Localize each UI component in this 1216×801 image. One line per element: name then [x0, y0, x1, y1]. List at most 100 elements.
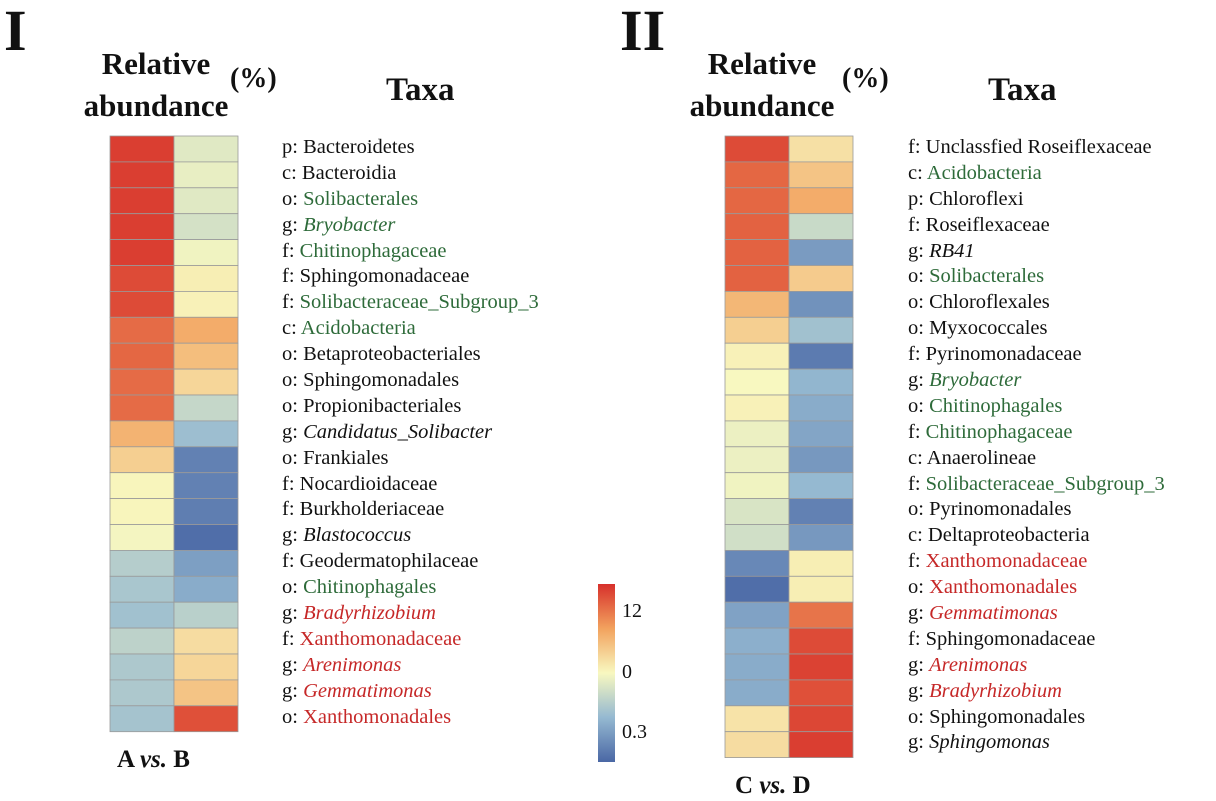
heat-cell-D-rb41 [788, 239, 854, 266]
comparison-vs: vs. [139, 746, 168, 773]
comparison-a: C [735, 772, 754, 799]
heat-cell-D-myxococcales [788, 316, 854, 344]
taxon-name: Burkholderiaceae [299, 498, 445, 521]
taxon-rank-prefix: f: [282, 291, 300, 314]
taxon-rank-prefix: f: [908, 136, 926, 158]
heat-cell-D-pyrinomonadaceae [788, 342, 854, 370]
taxon-name: Gemmatimonas [303, 679, 432, 702]
taxon-label: c: Deltaproteobacteria [908, 523, 1165, 549]
taxon-label: f: Sphingomonadaceae [908, 627, 1165, 653]
unit-label: (%) [842, 63, 889, 94]
taxon-rank-prefix: f: [282, 239, 300, 262]
taxon-name: Arenimonas [929, 653, 1028, 676]
taxon-rank-prefix: o: [282, 576, 304, 599]
taxon-rank-prefix: f: [282, 550, 300, 573]
heat-cell-C-anaerolineae [724, 446, 790, 474]
taxon-name: Bryobacter [929, 369, 1022, 392]
heat-cell-B-gemmatimonas [173, 679, 239, 707]
taxon-name: Xanthomonadaceae [299, 627, 462, 650]
taxon-label: f: Solibacteraceae_Subgroup_3 [282, 290, 539, 316]
taxon-label: o: Chloroflexales [908, 290, 1165, 316]
taxon-name: Chitinophagaceae [925, 420, 1073, 443]
heatmap-grid [724, 135, 854, 759]
unit-label: (%) [230, 63, 277, 94]
comparison-b: B [173, 746, 190, 773]
comparison-label: A vs. B [117, 746, 190, 774]
heat-cell-C-xanthomonadaceae [724, 549, 790, 577]
heat-cell-B-betaproteobacteriales [173, 342, 239, 370]
taxon-rank-prefix: f: [908, 420, 926, 443]
heat-cell-A-burkholderiaceae [109, 498, 175, 525]
taxon-name: Xanthomonadales [303, 705, 452, 728]
taxon-label: f: Sphingomonadaceae [282, 264, 539, 290]
heat-cell-A-sphingomonadales [109, 368, 175, 396]
taxon-name: Nocardioidaceae [299, 472, 438, 495]
comparison-b: D [792, 772, 811, 799]
heat-cell-A-arenimonas [109, 653, 175, 681]
taxon-name: Xanthomonadales [929, 576, 1078, 599]
heat-cell-B-burkholderiaceae [173, 498, 239, 525]
taxa-title: Taxa [386, 72, 455, 108]
taxon-rank-prefix: c: [908, 446, 927, 469]
heat-cell-B-chitinophagaceae [173, 239, 239, 266]
taxon-name: Solibacteraceae_Subgroup_3 [925, 472, 1165, 495]
taxa-list: f: Unclassfied Roseiflexaceae c: Acidobac… [908, 135, 1165, 756]
taxon-name: Frankiales [303, 446, 389, 469]
taxon-name: Geodermatophilaceae [299, 550, 479, 573]
heatmap-grid [109, 135, 239, 733]
heat-cell-C-rb41 [724, 239, 790, 266]
taxon-label: o: Pyrinomonadales [908, 497, 1165, 523]
colorbar-tick-high: 12 [622, 600, 642, 622]
heat-cell-A-chitinophagaceae [109, 239, 175, 266]
heat-cell-A-chitinophagales [109, 575, 175, 603]
heat-cell-D-acidobacteria [788, 161, 854, 189]
heat-cell-B-bacteroidia [173, 161, 239, 189]
taxon-label: g: Arenimonas [282, 653, 539, 679]
taxon-rank-prefix: o: [282, 446, 304, 469]
taxon-rank-prefix: o: [908, 576, 930, 599]
heat-cell-C-pyrinomonadales [724, 498, 790, 525]
heat-cell-D-gemmatimonas [788, 601, 854, 629]
heat-cell-D-deltaproteobacteria [788, 524, 854, 551]
taxon-rank-prefix: f: [908, 472, 926, 495]
heat-cell-A-xanthomonadaceae [109, 627, 175, 655]
taxon-label: f: Xanthomonadaceae [908, 549, 1165, 575]
heat-cell-C-gemmatimonas [724, 601, 790, 629]
heat-cell-A-sphingomonadaceae [109, 265, 175, 292]
taxon-label: g: Bryobacter [908, 368, 1165, 394]
taxon-label: g: Bradyrhizobium [282, 601, 539, 627]
taxon-label: g: Arenimonas [908, 653, 1165, 679]
heat-cell-B-candidatus-solibacter [173, 420, 239, 448]
heat-cell-D-xanthomonadaceae [788, 549, 854, 577]
taxon-name: Solibacterales [303, 187, 419, 210]
heat-cell-D-arenimonas [788, 653, 854, 681]
taxon-rank-prefix: g: [282, 420, 304, 443]
heat-cell-C-acidobacteria [724, 161, 790, 189]
taxon-name: Chitinophagales [929, 394, 1063, 417]
taxon-name: Blastococcus [303, 524, 412, 547]
taxon-label: f: Geodermatophilaceae [282, 549, 539, 575]
taxon-label: o: Xanthomonadales [908, 575, 1165, 601]
taxon-rank-prefix: f: [908, 550, 926, 573]
taxon-name: Sphingomonadaceae [299, 265, 470, 288]
heat-cell-C-chloroflexi [724, 187, 790, 215]
taxa-title: Taxa [988, 72, 1057, 108]
taxon-name: Pyrinomonadales [929, 498, 1072, 521]
taxon-label: f: Solibacteraceae_Subgroup_3 [908, 472, 1165, 498]
taxon-label: o: Sphingomonadales [282, 368, 539, 394]
heat-cell-D-sphingomonas [788, 731, 854, 759]
heatmap-title-line1: Relative [707, 46, 817, 81]
taxon-label: g: Blastococcus [282, 523, 539, 549]
taxon-name: Deltaproteobacteria [927, 524, 1090, 547]
taxon-rank-prefix: o: [282, 187, 304, 210]
taxon-name: Sphingomonadaceae [925, 627, 1096, 650]
heat-cell-D-sphingomonadaceae [788, 627, 854, 655]
taxon-label: g: Bradyrhizobium [908, 679, 1165, 705]
taxon-name: Sphingomonadales [929, 705, 1086, 728]
heat-cell-A-bryobacter [109, 213, 175, 240]
heat-cell-C-unclassfied-roseiflexaceae [724, 135, 790, 163]
heat-cell-A-solibacteraceae-subgroup-3 [109, 290, 175, 318]
heat-cell-C-roseiflexaceae [724, 213, 790, 240]
taxon-rank-prefix: g: [908, 239, 930, 262]
heat-cell-D-chloroflexales [788, 290, 854, 318]
